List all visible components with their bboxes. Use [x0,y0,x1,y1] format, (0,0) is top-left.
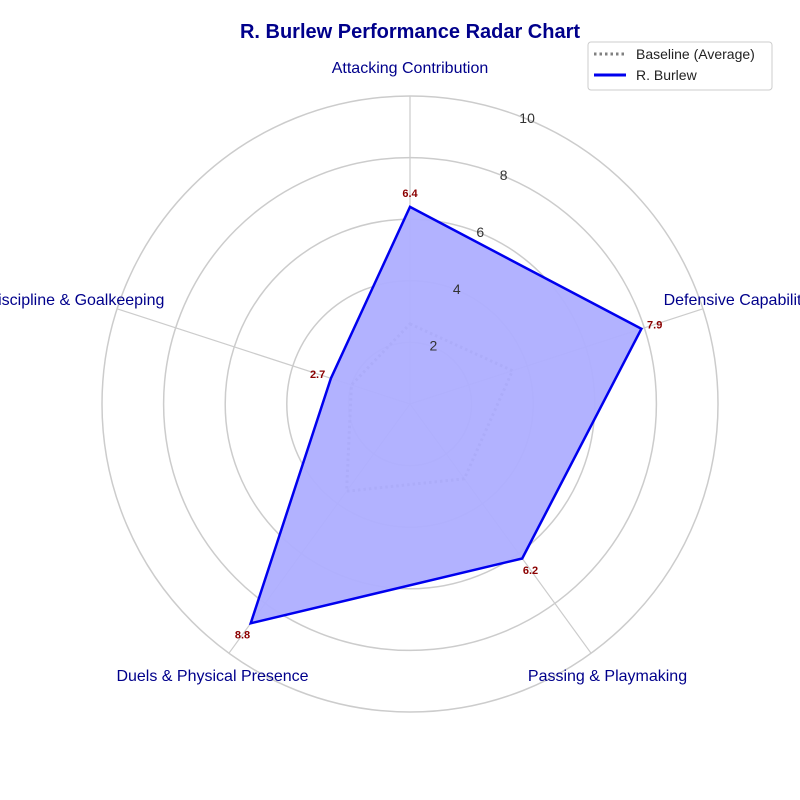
player-area [250,206,642,624]
r-tick-8: 8 [500,167,508,183]
axis-label-discipline-goalkeeping: Discipline & Goalkeeping [0,292,164,309]
axis-label-duels-physical-presence: Duels & Physical Presence [116,668,308,685]
value-label-defensive-capability: 7.9 [647,320,662,332]
r-tick-4: 4 [453,281,461,297]
player-series [248,205,644,626]
value-labels: 6.4 7.9 6.2 8.8 2.7 [235,188,662,642]
r-tick-2: 2 [430,338,438,354]
legend-frame [587,41,773,91]
axis-label-attacking-contribution: Attacking Contribution [332,60,489,77]
r-tick-10: 10 [519,110,535,126]
axis-label-defensive-capability: Defensive Capability [664,292,800,309]
r-tick-6: 6 [476,224,484,240]
axis-labels: Attacking Contribution Defensive Capabili… [0,60,800,685]
player-line [248,205,644,626]
value-label-passing-playmaking: 6.2 [523,565,538,577]
value-label-attacking-contribution: 6.4 [402,188,418,200]
legend-player-label: R. Burlew [636,67,698,83]
radial-tick-labels: 2 4 6 8 10 [430,110,536,354]
legend-baseline-label: Baseline (Average) [636,46,755,62]
chart-title: R. Burlew Performance Radar Chart [240,21,580,43]
value-label-discipline-goalkeeping: 2.7 [310,369,325,381]
axis-label-passing-playmaking: Passing & Playmaking [528,668,687,685]
legend: Baseline (Average) R. Burlew [587,41,773,91]
value-label-duels-physical-presence: 8.8 [235,630,250,642]
